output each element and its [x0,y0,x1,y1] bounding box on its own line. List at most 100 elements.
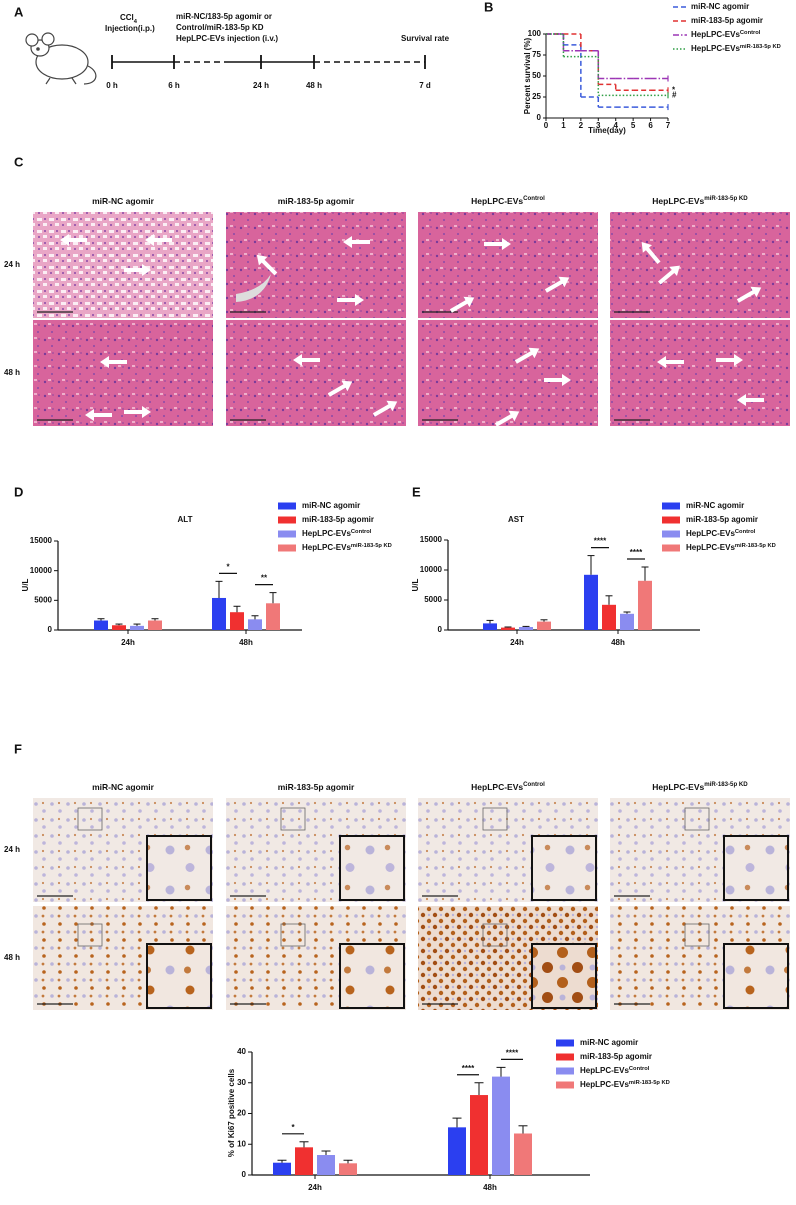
row-label: 24 h [4,260,20,269]
column-header-sup: Control [523,781,545,788]
bar [584,574,598,630]
legend-label: miR-NC agomir [302,501,360,510]
panel-label: F [14,741,22,756]
column-header-main: HepLPC-EVs [652,782,704,792]
zoom-region [684,923,710,947]
legend-label-sup: Control [735,529,756,535]
timeline-time: 7 d [419,81,431,90]
legend-swatch [278,544,296,552]
panel-label: A [14,4,24,19]
vessel [236,274,271,302]
y-tick-label: 0 [537,113,542,122]
micrograph [610,798,790,902]
x-tick-label: 7 [666,121,671,130]
injection-route: Injection(i.p.) [105,24,155,33]
legend-label-sup: miR-183-5p KD [740,44,781,50]
micrograph [418,798,598,902]
y-tick-label: 0 [438,625,443,634]
column-header-main: HepLPC-EVs [471,782,523,792]
x-tick-label: 0 [544,121,549,130]
arrow [484,238,511,250]
micrograph [418,212,598,318]
error-bar [452,1117,462,1128]
legend-label-main: miR-183-5p agomir [302,515,374,524]
bar [339,1163,357,1175]
legend-label-main: HepLPC-EVs [686,529,735,538]
arrow [124,264,151,276]
column-header: miR-NC agomir [92,196,155,206]
zoom-region [482,923,508,947]
timeline-time: 48 h [306,81,322,90]
arrow [544,374,571,386]
bar [537,621,551,630]
arrow [716,354,743,366]
legend-swatch [662,544,680,552]
micrograph [418,320,598,427]
legend-label-sup: Control [351,529,372,535]
legend-label: miR-183-5p agomir [580,1052,652,1061]
arrow [449,296,475,313]
mouse-icon [25,32,97,85]
arrow [256,254,278,276]
y-axis-title: U/L [411,578,420,591]
legend-label-sup: Control [740,30,761,36]
y-tick-label: 25 [532,92,541,101]
arrow [337,294,364,306]
arrow [85,409,112,421]
legend-label-main: HepLPC-EVs [691,44,740,53]
zoom-inset [339,835,405,901]
injection-agent-sup: 4 [134,19,138,25]
column-header-sup: miR-183-5p KD [704,195,748,202]
tissue-image [610,320,790,426]
legend-label: HepLPC-EVsmiR-183-5p KD [580,1080,670,1090]
column-header: HepLPC-EVsmiR-183-5p KD [652,195,748,206]
legend-swatch [556,1067,574,1075]
legend-swatch [556,1039,574,1047]
legend-swatch [662,530,680,538]
column-header: miR-183-5p agomir [278,782,355,792]
bar [273,1162,291,1175]
bar [602,604,616,630]
bar [483,623,497,630]
legend-label-main: miR-NC agomir [302,501,360,510]
error-bar [97,618,105,621]
arrow [737,394,764,406]
arrow [736,286,762,303]
error-bar [641,566,649,581]
legend-swatch [556,1053,574,1061]
x-tick-label: 24h [121,638,135,647]
treatment-text: Control/miR-183-5p KD [176,23,264,32]
legend-label: HepLPC-EVsControl [691,30,761,40]
error-bar [151,618,159,621]
panel-label: E [412,484,421,499]
y-tick-label: 75 [532,50,541,59]
significance-mark: **** [594,537,607,546]
significance-mark: * [291,1123,295,1132]
significance-mark: * [226,562,230,571]
y-tick-label: 50 [532,71,541,80]
y-tick-label: 100 [528,29,542,38]
zoom-inset [339,943,405,1009]
y-tick-label: 0 [48,625,53,634]
error-bar [623,611,631,614]
column-header-main: miR-183-5p agomir [278,782,355,792]
arrow [145,234,172,246]
column-header: HepLPC-EVsControl [471,781,545,792]
tissue-image [610,212,790,318]
error-bar [522,625,530,627]
arrow [327,380,353,397]
bar [148,620,162,630]
error-bar [215,580,223,598]
tissue-image [226,212,406,318]
bar [317,1155,335,1175]
arrow [514,347,540,364]
arrow [372,400,398,417]
column-header: HepLPC-EVsmiR-183-5p KD [652,781,748,792]
legend-label: HepLPC-EVsmiR-183-5p KD [691,44,781,54]
y-tick-label: 5000 [424,595,442,604]
error-bar [474,1082,484,1096]
arrow [343,236,370,248]
micrograph [33,212,213,318]
tissue-image [33,212,213,318]
zoom-inset [723,835,789,901]
